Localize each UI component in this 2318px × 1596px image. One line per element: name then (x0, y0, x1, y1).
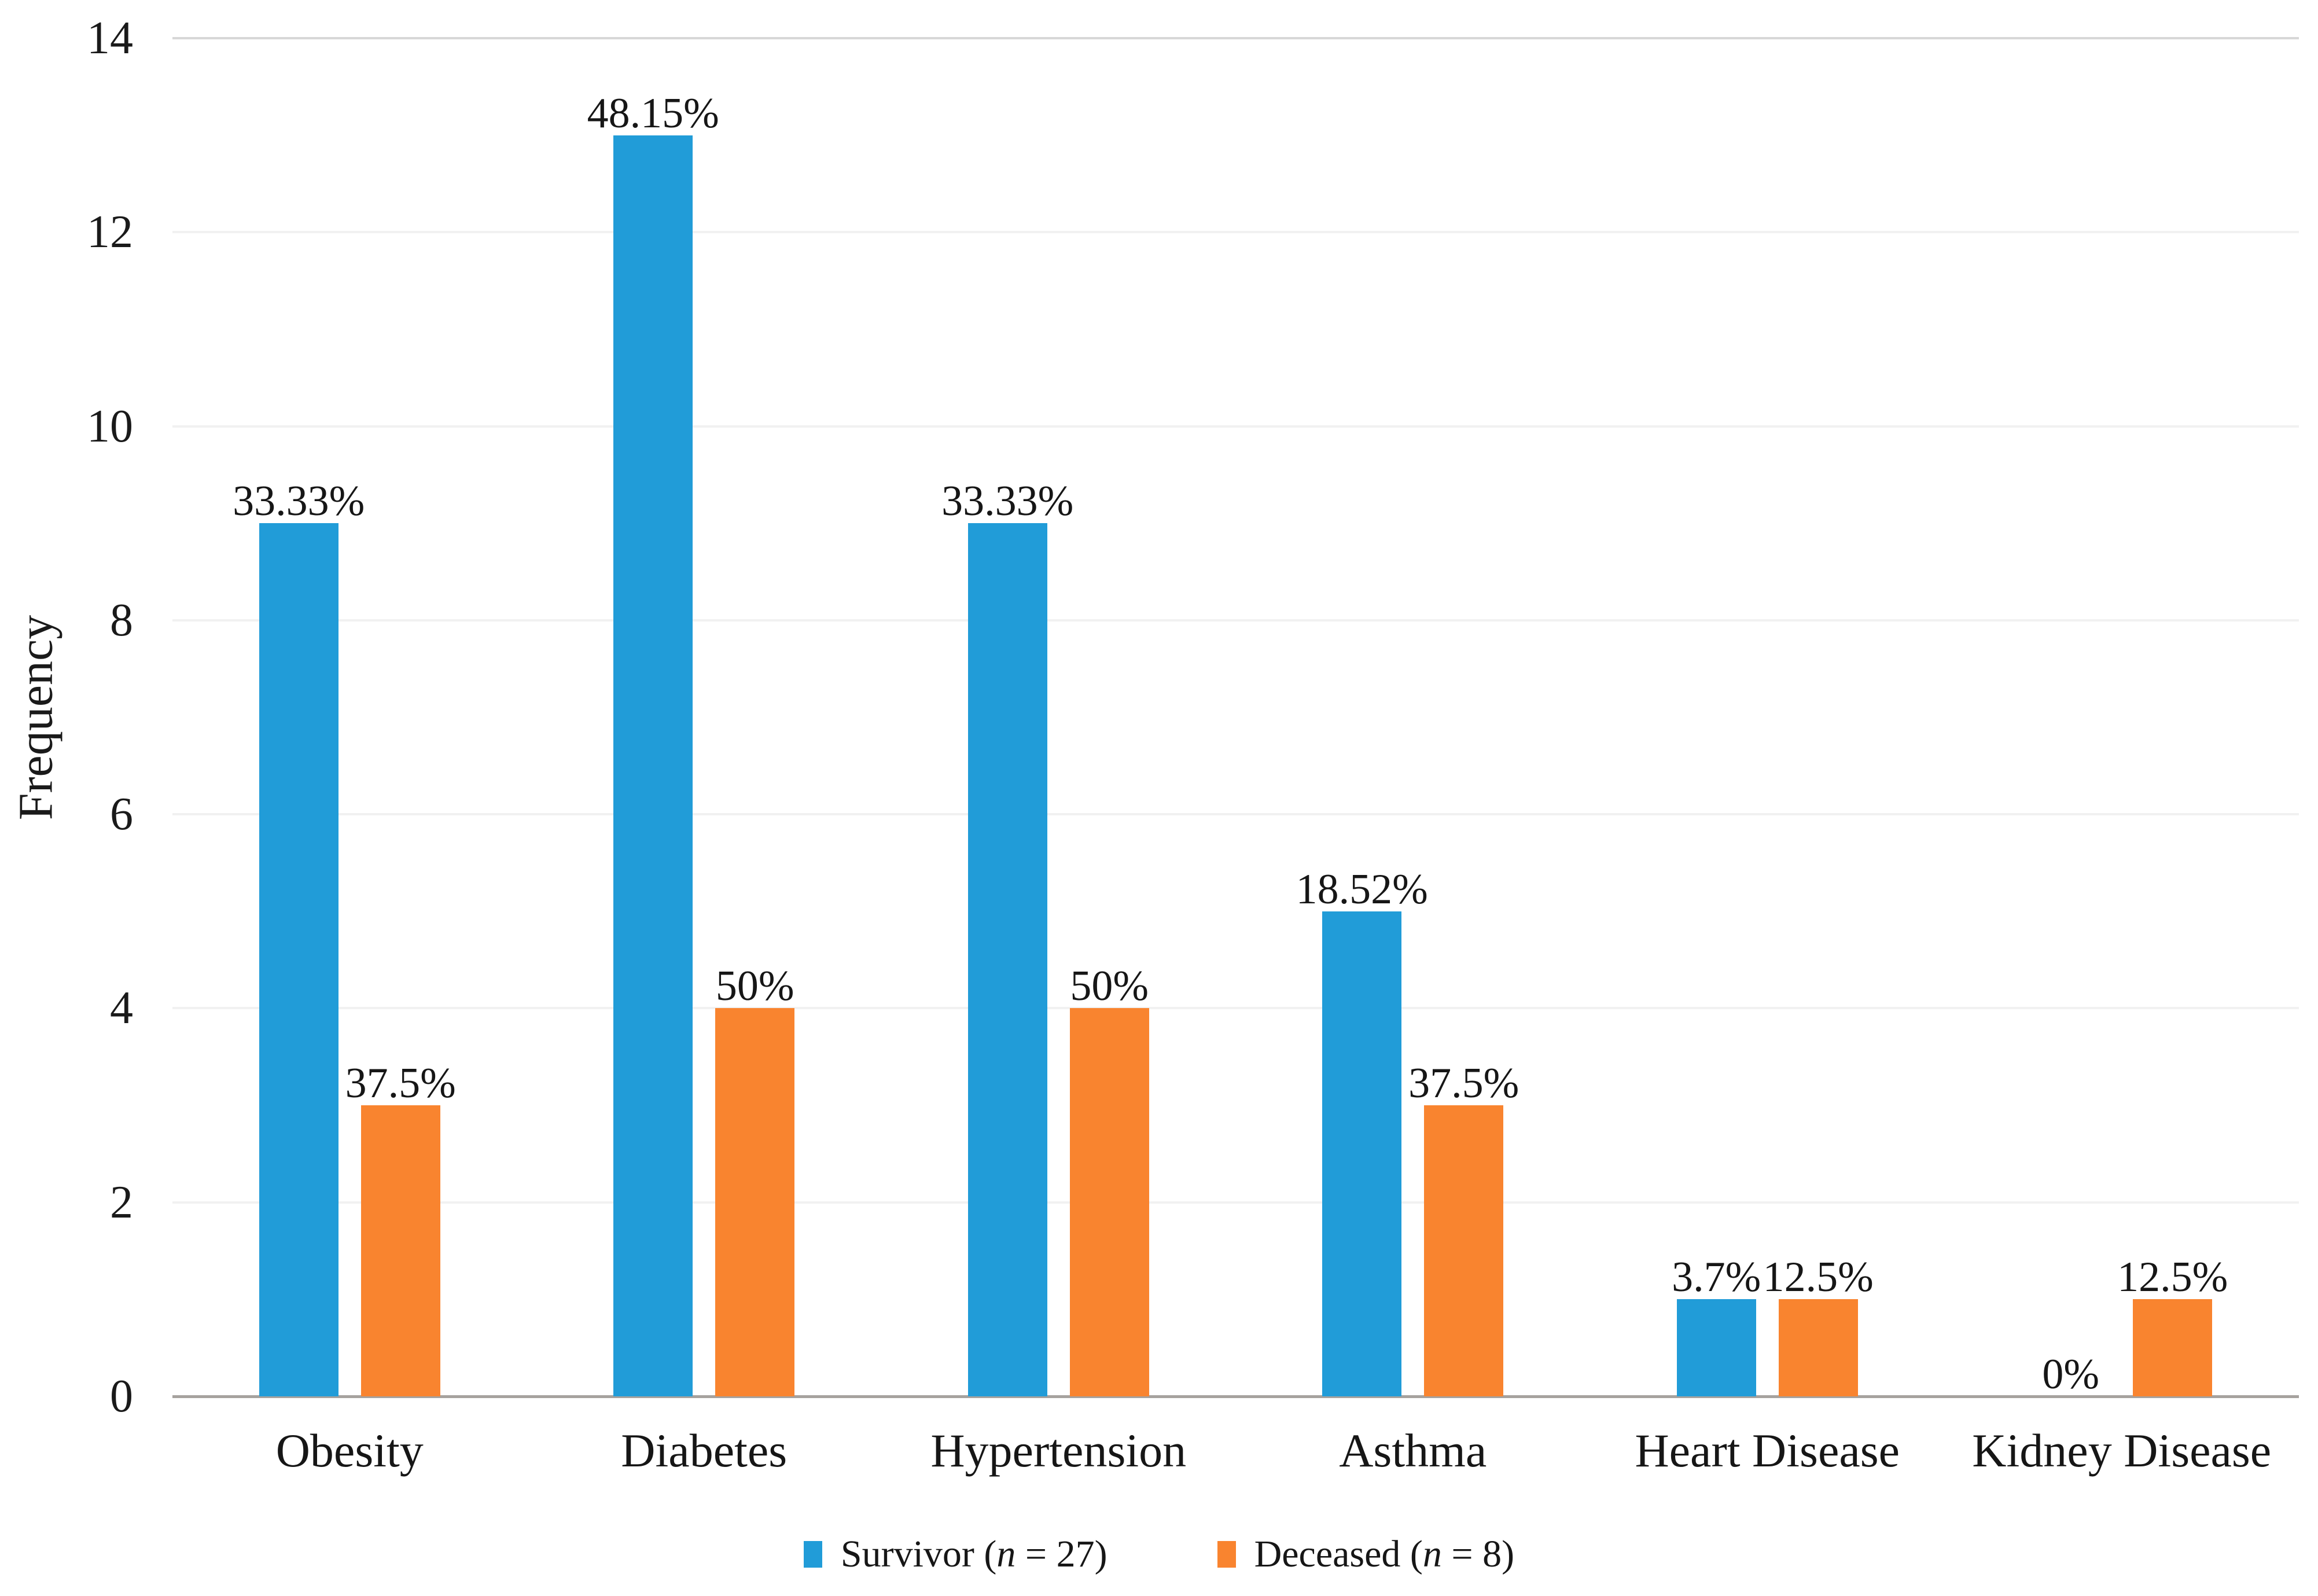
legend-label-survivor: Survivor (n = 27) (840, 1533, 1108, 1575)
bar-value-label: 48.15% (587, 89, 719, 137)
gridline (172, 425, 2299, 428)
bar (715, 1008, 795, 1396)
gridline (172, 619, 2299, 622)
legend-label-deceased: Deceased (n = 8) (1254, 1533, 1515, 1575)
bar-value-label: 0% (2042, 1351, 2100, 1398)
legend-swatch-survivor (803, 1541, 822, 1568)
y-axis-tick-label: 0 (110, 1371, 133, 1422)
y-axis-tick-label: 10 (87, 400, 133, 452)
x-axis-line (172, 1395, 2299, 1398)
legend: Survivor (n = 27) Deceased (n = 8) (0, 1525, 2318, 1583)
gridline (172, 1201, 2299, 1204)
bar-value-label: 37.5% (345, 1060, 456, 1108)
bar-value-label: 18.52% (1296, 865, 1428, 913)
bar (1069, 1008, 1149, 1396)
bar-value-label: 37.5% (1408, 1060, 1519, 1108)
gridline (172, 813, 2299, 816)
bar (613, 135, 693, 1396)
bar-value-label: 33.33% (233, 477, 365, 525)
x-axis-category-label: Asthma (1339, 1424, 1487, 1477)
gridline (172, 231, 2299, 234)
y-axis-tick-label: 6 (110, 789, 133, 840)
gridline (172, 1007, 2299, 1010)
bar-value-label: 12.5% (2117, 1253, 2228, 1301)
bar-value-label: 50% (1070, 962, 1149, 1010)
bar (967, 523, 1047, 1396)
y-axis-tick-label: 14 (87, 13, 133, 64)
x-axis-category-label: Kidney Disease (1972, 1424, 2272, 1477)
bar-value-label: 3.7% (1672, 1253, 1761, 1301)
bar (1424, 1105, 1504, 1396)
bar (2133, 1299, 2213, 1396)
bar (259, 523, 338, 1396)
x-axis-category-label: Obesity (275, 1424, 424, 1477)
bar (360, 1105, 440, 1396)
x-axis-category-label: Diabetes (621, 1424, 788, 1477)
bar (1778, 1299, 1858, 1396)
y-axis-tick-label: 2 (110, 1176, 133, 1228)
legend-item-deceased: Deceased (n = 8) (1217, 1533, 1515, 1575)
x-axis-category-label: Heart Disease (1635, 1424, 1900, 1477)
y-axis-tick-label: 12 (87, 207, 133, 258)
bar-value-label: 12.5% (1763, 1253, 1874, 1301)
y-axis-tick-label: 4 (110, 983, 133, 1034)
gridline (172, 37, 2299, 39)
y-axis-tick-label: 8 (110, 594, 133, 646)
legend-item-survivor: Survivor (n = 27) (803, 1533, 1108, 1575)
bar (1322, 911, 1402, 1396)
bar (1676, 1299, 1756, 1396)
legend-swatch-deceased (1217, 1541, 1236, 1568)
bar-value-label: 33.33% (941, 477, 1074, 525)
x-axis-category-label: Hypertension (930, 1424, 1187, 1477)
bar-value-label: 50% (715, 962, 794, 1010)
